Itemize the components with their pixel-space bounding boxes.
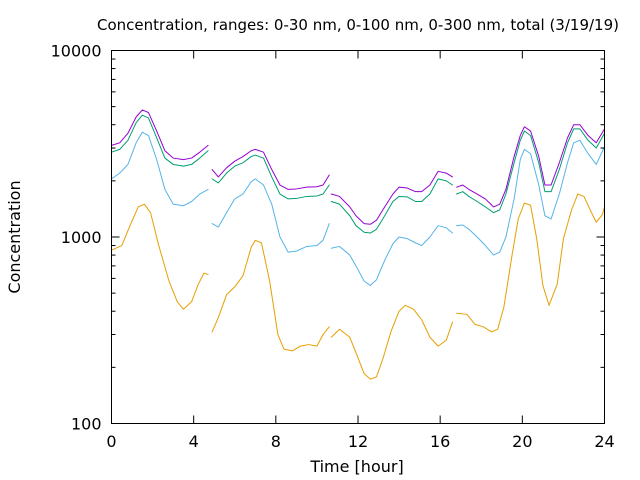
series-1-segment-1 bbox=[211, 178, 330, 253]
series-2-segment-3 bbox=[456, 128, 605, 214]
plot-frame bbox=[111, 50, 605, 424]
x-tick-label: 4 bbox=[189, 432, 199, 451]
series-1-segment-0 bbox=[111, 131, 209, 207]
chart-title: Concentration, ranges: 0-30 nm, 0-100 nm… bbox=[97, 16, 619, 34]
series-layer bbox=[111, 109, 605, 380]
ticks-layer: 0 4 8 12 16 20 24 100 1000 10000 bbox=[51, 42, 615, 452]
y-axis-label: Concentration bbox=[5, 180, 24, 293]
series-3-segment-1 bbox=[211, 148, 330, 190]
series-3-segment-3 bbox=[456, 124, 605, 208]
x-tick-label: 20 bbox=[512, 432, 532, 451]
x-axis-label: Time [hour] bbox=[309, 457, 403, 476]
x-tick-label: 12 bbox=[348, 432, 368, 451]
y-tick-label: 1000 bbox=[61, 228, 102, 247]
y-tick-label: 100 bbox=[71, 415, 102, 434]
x-tick-label: 16 bbox=[430, 432, 450, 451]
series-0-segment-2 bbox=[330, 304, 453, 380]
series-0-segment-0 bbox=[111, 203, 209, 310]
x-tick-label: 24 bbox=[594, 432, 614, 451]
x-tick-label: 8 bbox=[271, 432, 281, 451]
series-0-segment-3 bbox=[456, 193, 605, 333]
y-tick-label: 10000 bbox=[51, 42, 102, 61]
x-tick-label: 0 bbox=[106, 432, 116, 451]
series-2-segment-0 bbox=[111, 114, 209, 167]
series-3-segment-2 bbox=[330, 170, 453, 225]
series-1-segment-3 bbox=[456, 139, 605, 256]
series-2-segment-1 bbox=[211, 154, 330, 200]
series-3-segment-0 bbox=[111, 109, 209, 161]
series-0-segment-1 bbox=[211, 239, 330, 352]
series-2-segment-2 bbox=[330, 178, 453, 234]
series-1-segment-2 bbox=[330, 225, 453, 286]
